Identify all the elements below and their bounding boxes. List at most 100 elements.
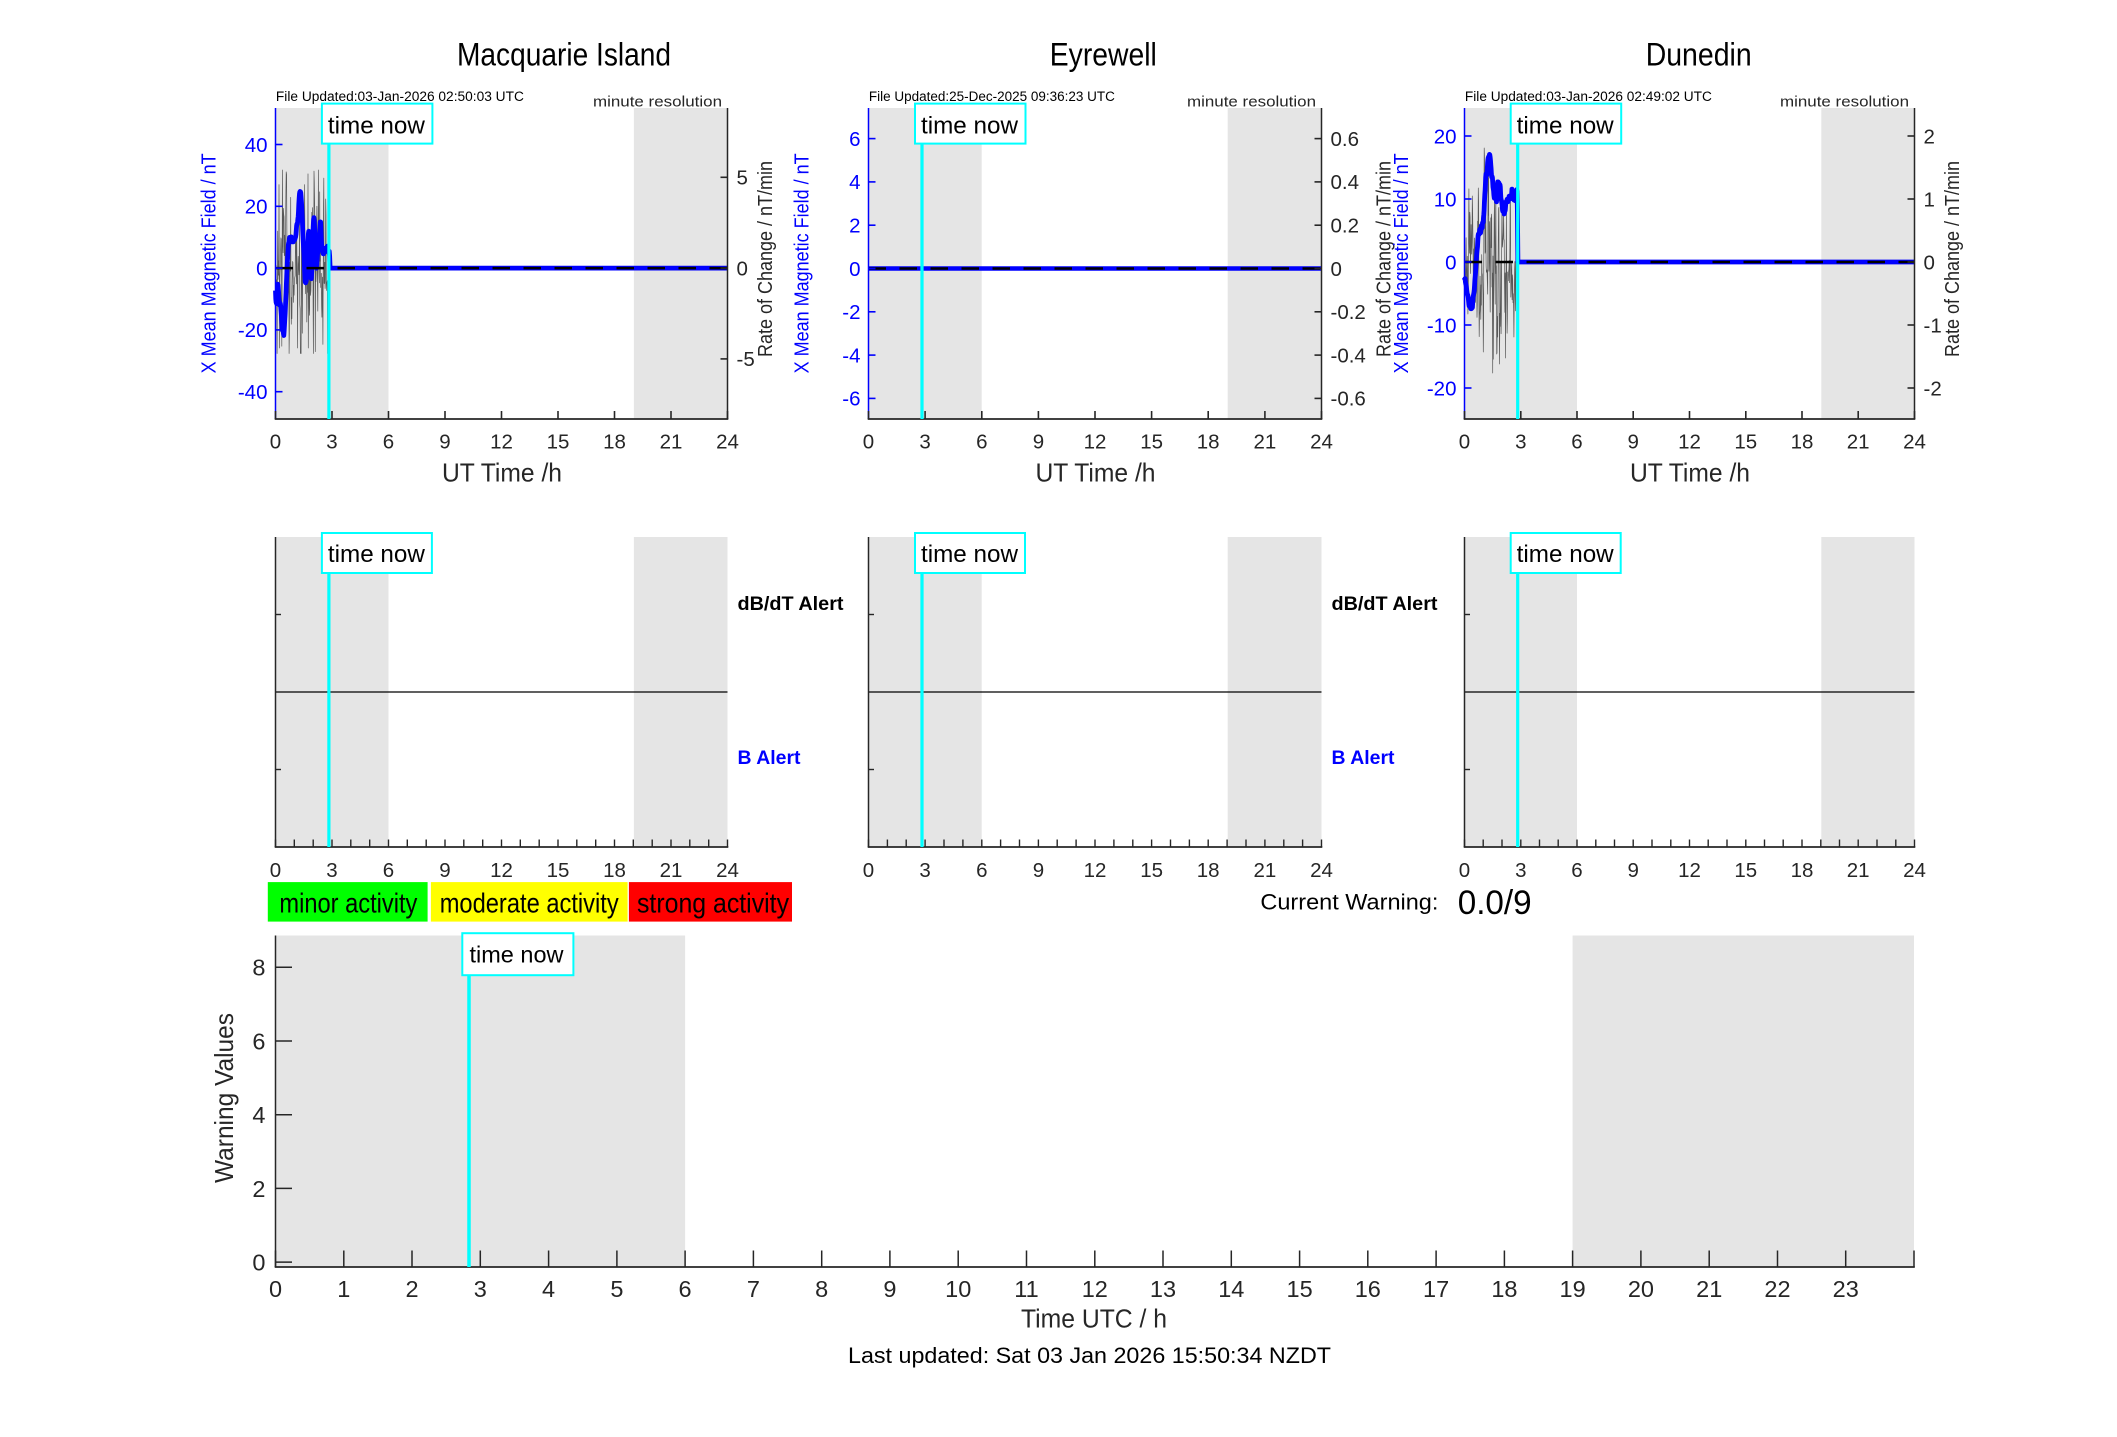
- svg-text:21: 21: [1847, 431, 1870, 454]
- svg-text:15: 15: [1140, 859, 1163, 882]
- svg-text:24: 24: [1903, 859, 1926, 882]
- svg-text:time now: time now: [328, 541, 426, 568]
- svg-text:10: 10: [945, 1276, 971, 1302]
- svg-text:1: 1: [1924, 188, 1935, 211]
- svg-text:0: 0: [256, 257, 267, 280]
- svg-text:Last updated: Sat 03 Jan 2026: Last updated: Sat 03 Jan 2026 15:50:34 N…: [848, 1343, 1331, 1368]
- svg-text:-40: -40: [238, 381, 268, 404]
- svg-text:Time UTC / h: Time UTC / h: [1021, 1306, 1167, 1334]
- svg-text:Rate of Change / nT/min: Rate of Change / nT/min: [755, 161, 777, 357]
- svg-text:21: 21: [660, 859, 683, 882]
- svg-text:18: 18: [603, 431, 626, 454]
- svg-text:12: 12: [1678, 431, 1701, 454]
- svg-text:3: 3: [919, 431, 930, 454]
- svg-text:4: 4: [849, 171, 860, 194]
- svg-text:3: 3: [326, 859, 337, 882]
- svg-text:0: 0: [1459, 431, 1470, 454]
- svg-text:3: 3: [919, 859, 930, 882]
- svg-text:-1: -1: [1924, 314, 1942, 337]
- svg-text:24: 24: [1310, 431, 1333, 454]
- svg-text:0: 0: [1924, 251, 1935, 274]
- svg-text:-4: -4: [842, 344, 860, 367]
- svg-text:2: 2: [1924, 125, 1935, 148]
- svg-text:time now: time now: [328, 113, 426, 140]
- svg-text:18: 18: [1791, 431, 1814, 454]
- svg-text:-6: -6: [842, 388, 860, 411]
- svg-text:6: 6: [1571, 431, 1582, 454]
- svg-text:strong activity: strong activity: [637, 888, 789, 919]
- svg-text:minute resolution: minute resolution: [1780, 94, 1909, 111]
- svg-text:12: 12: [1678, 859, 1701, 882]
- svg-text:8: 8: [815, 1276, 828, 1302]
- svg-text:17: 17: [1423, 1276, 1449, 1302]
- svg-text:21: 21: [660, 431, 683, 454]
- svg-text:moderate activity: moderate activity: [440, 888, 619, 919]
- svg-text:6: 6: [383, 431, 394, 454]
- svg-text:-20: -20: [238, 319, 268, 342]
- svg-text:21: 21: [1847, 859, 1870, 882]
- svg-text:0.6: 0.6: [1331, 128, 1360, 151]
- svg-text:minute resolution: minute resolution: [1187, 94, 1316, 111]
- svg-text:0.0/9: 0.0/9: [1458, 884, 1532, 922]
- svg-text:19: 19: [1560, 1276, 1586, 1302]
- svg-text:2: 2: [405, 1276, 418, 1302]
- svg-text:11: 11: [1014, 1276, 1038, 1302]
- svg-text:10: 10: [1434, 188, 1457, 211]
- svg-text:0: 0: [1445, 251, 1456, 274]
- svg-text:7: 7: [747, 1276, 760, 1302]
- svg-text:20: 20: [1434, 125, 1457, 148]
- svg-text:0.4: 0.4: [1331, 171, 1360, 194]
- svg-text:8: 8: [252, 955, 265, 981]
- svg-text:Rate of Change / nT/min: Rate of Change / nT/min: [1374, 161, 1396, 357]
- svg-text:12: 12: [1084, 431, 1107, 454]
- svg-text:24: 24: [716, 431, 739, 454]
- svg-text:18: 18: [1791, 859, 1814, 882]
- svg-text:9: 9: [1033, 431, 1044, 454]
- svg-text:6: 6: [679, 1276, 692, 1302]
- svg-text:40: 40: [245, 134, 268, 157]
- svg-text:15: 15: [547, 859, 570, 882]
- svg-text:0: 0: [849, 258, 860, 281]
- svg-text:20: 20: [1628, 1276, 1654, 1302]
- svg-text:Macquarie Island: Macquarie Island: [457, 37, 671, 73]
- svg-text:0: 0: [1331, 258, 1342, 281]
- svg-text:21: 21: [1696, 1276, 1722, 1302]
- svg-text:B Alert: B Alert: [738, 748, 802, 769]
- svg-text:6: 6: [1571, 859, 1582, 882]
- svg-text:4: 4: [542, 1276, 555, 1302]
- svg-text:File Updated:03-Jan-2026 02:50: File Updated:03-Jan-2026 02:50:03 UTC: [276, 89, 524, 104]
- svg-text:18: 18: [1197, 431, 1220, 454]
- svg-text:6: 6: [849, 128, 860, 151]
- svg-text:9: 9: [1033, 859, 1044, 882]
- svg-text:-20: -20: [1427, 377, 1457, 400]
- svg-text:24: 24: [1903, 431, 1926, 454]
- svg-text:21: 21: [1253, 431, 1276, 454]
- svg-text:time now: time now: [921, 113, 1019, 140]
- svg-text:minute resolution: minute resolution: [593, 94, 722, 111]
- svg-text:9: 9: [439, 431, 450, 454]
- svg-text:-0.4: -0.4: [1331, 344, 1366, 367]
- svg-text:0: 0: [269, 1276, 282, 1302]
- svg-text:-2: -2: [842, 301, 860, 324]
- svg-text:15: 15: [1734, 431, 1757, 454]
- svg-text:18: 18: [1197, 859, 1220, 882]
- svg-text:6: 6: [252, 1028, 265, 1054]
- svg-text:B Alert: B Alert: [1332, 748, 1396, 769]
- svg-text:0: 0: [737, 257, 748, 280]
- svg-text:6: 6: [976, 859, 987, 882]
- svg-text:-5: -5: [737, 348, 755, 371]
- svg-text:-10: -10: [1427, 314, 1457, 337]
- svg-text:24: 24: [1310, 859, 1333, 882]
- svg-text:Dunedin: Dunedin: [1646, 37, 1752, 73]
- svg-text:21: 21: [1253, 859, 1276, 882]
- svg-text:0: 0: [863, 859, 874, 882]
- svg-text:1: 1: [337, 1276, 350, 1302]
- svg-text:12: 12: [490, 431, 513, 454]
- svg-text:time now: time now: [1517, 541, 1615, 568]
- svg-text:12: 12: [1082, 1276, 1108, 1302]
- svg-text:UT Time /h: UT Time /h: [1630, 458, 1750, 488]
- svg-text:time now: time now: [921, 541, 1019, 568]
- svg-text:-2: -2: [1924, 377, 1942, 400]
- svg-text:-0.6: -0.6: [1331, 388, 1366, 411]
- svg-text:UT Time /h: UT Time /h: [1036, 458, 1156, 488]
